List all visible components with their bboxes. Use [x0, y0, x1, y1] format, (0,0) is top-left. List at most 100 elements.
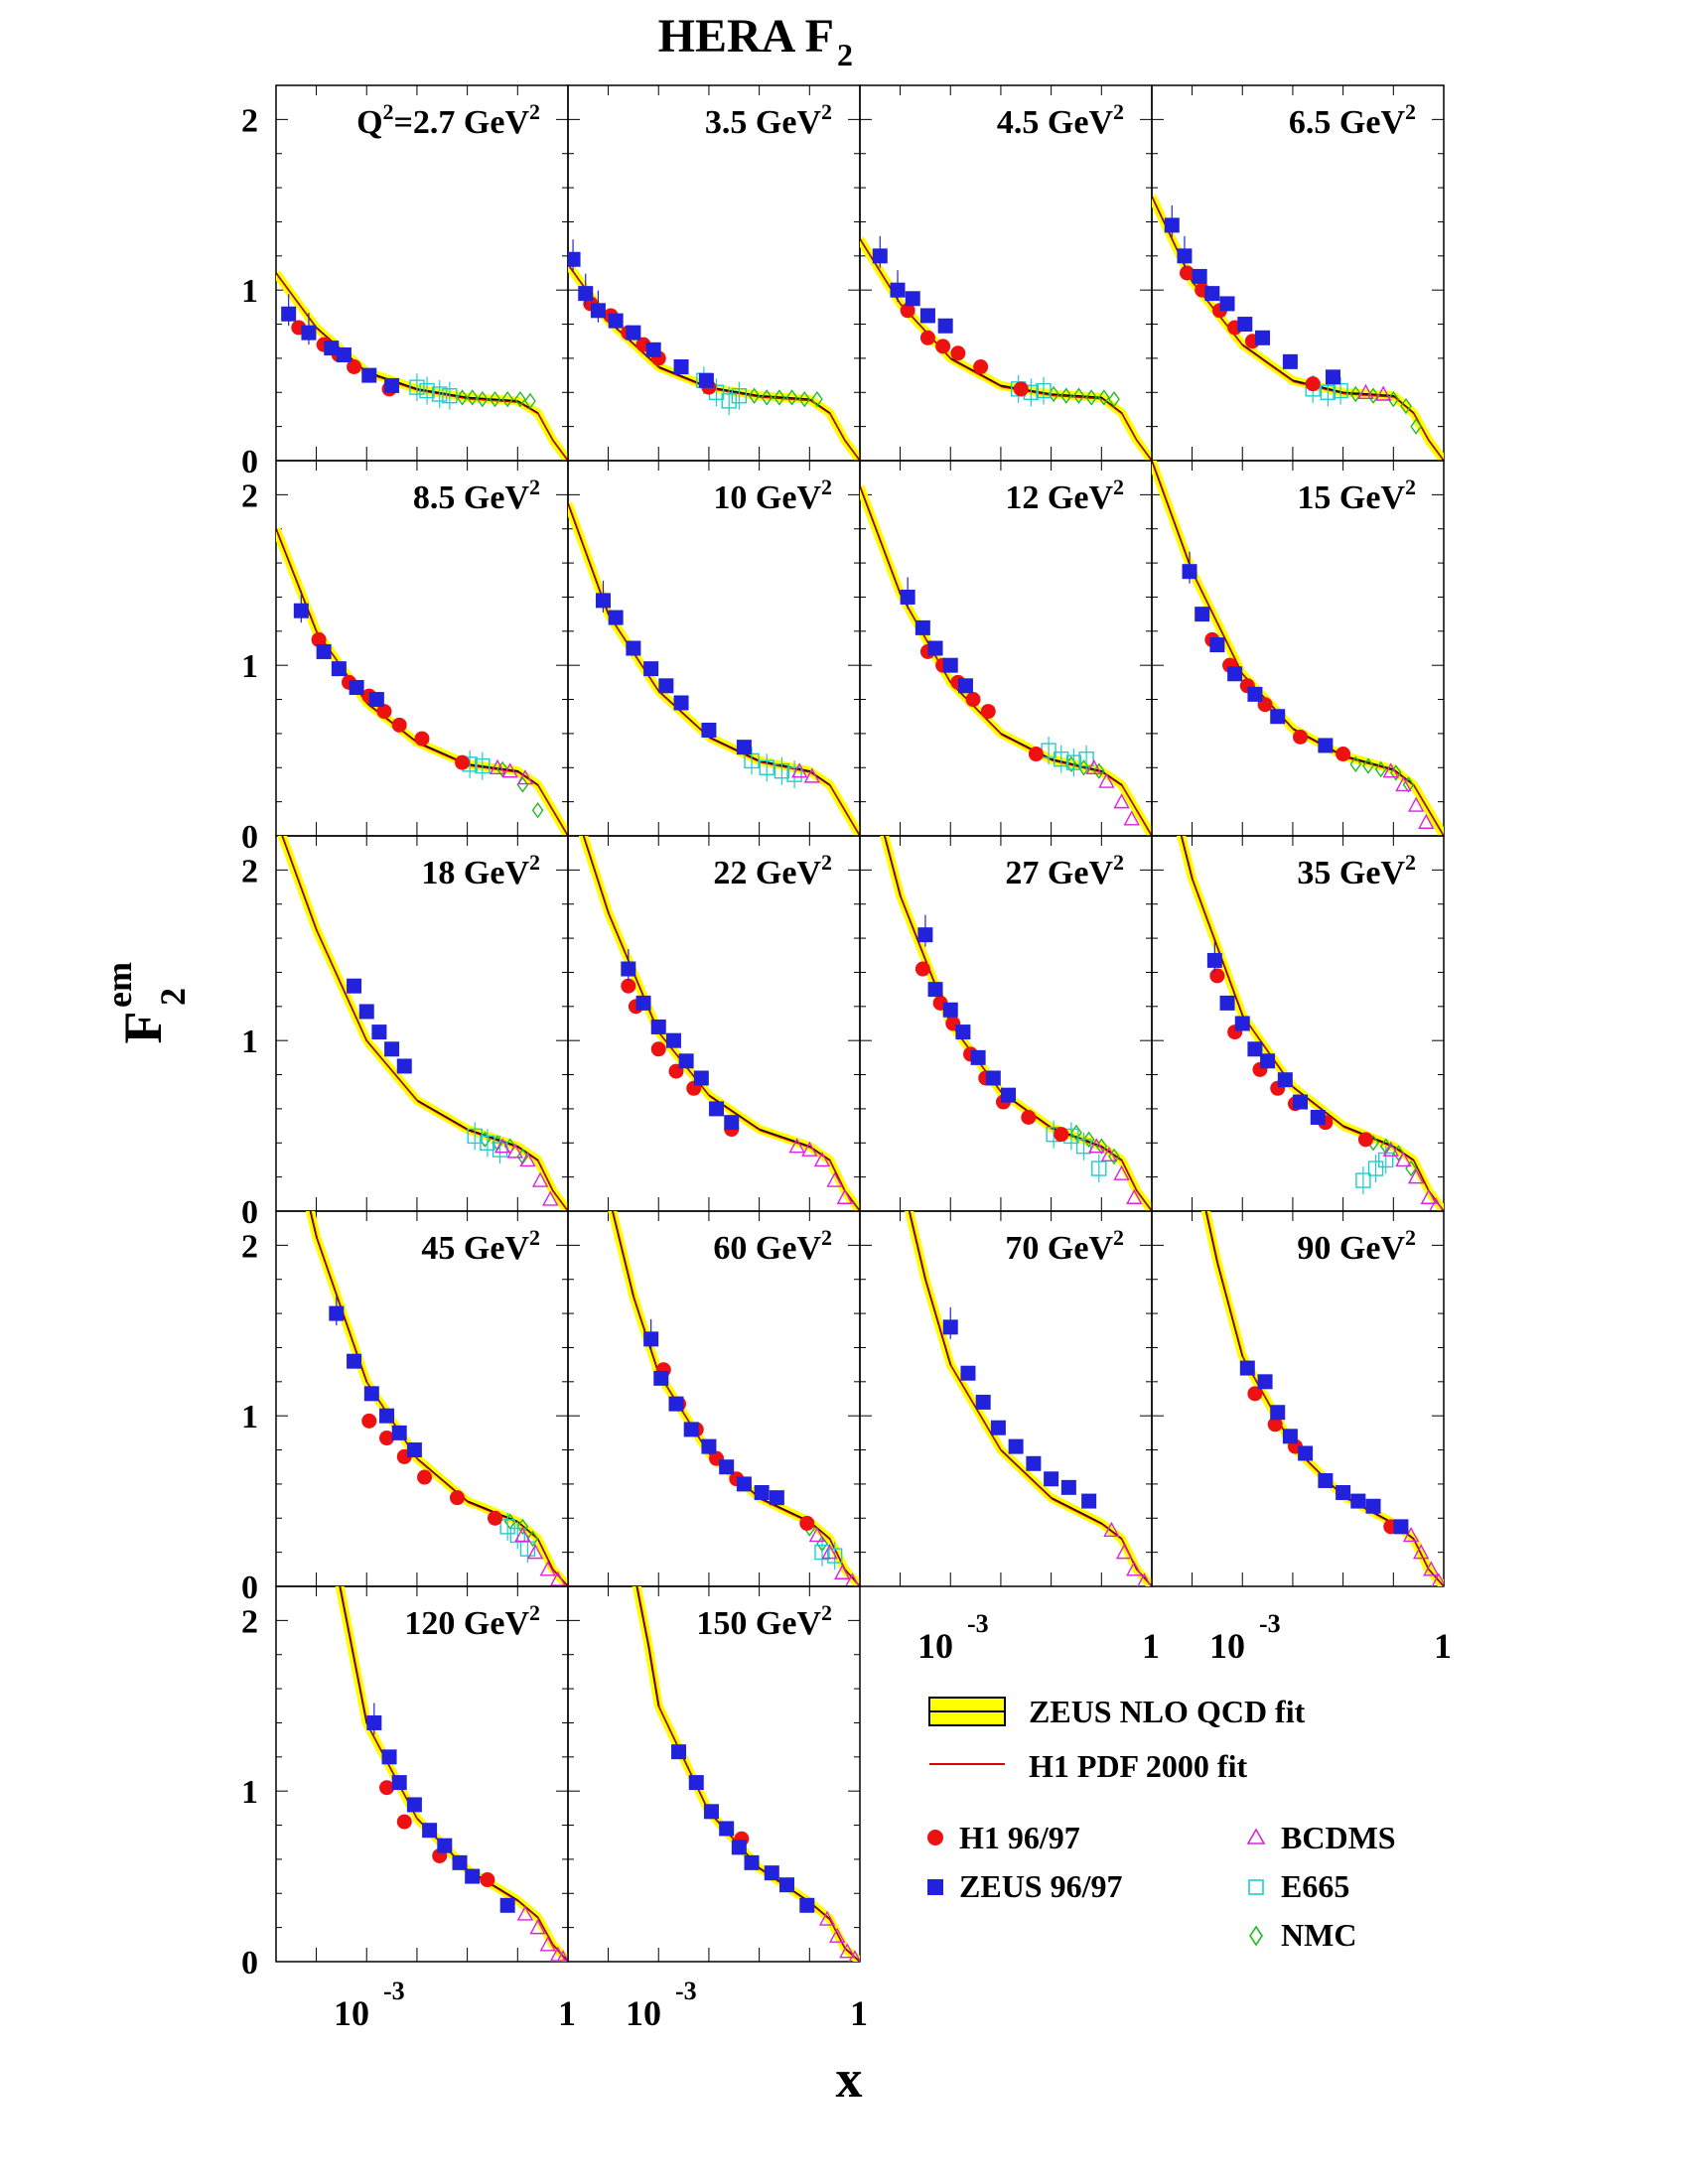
zeus-point	[422, 1823, 438, 1839]
h1-point	[1305, 376, 1321, 392]
panel-plot-area	[632, 1586, 860, 1962]
panel-q2-label: 8.5 GeV2	[413, 475, 540, 516]
zeus-point	[872, 248, 888, 264]
h1-point	[650, 1041, 666, 1057]
x-axis-label: x	[836, 2049, 863, 2109]
zeus-point	[1239, 1360, 1255, 1376]
zeus-point	[744, 1854, 760, 1870]
zeus-point	[595, 593, 611, 609]
h1-point	[396, 1814, 412, 1830]
x-tick-label-exp: -3	[967, 1609, 989, 1638]
zeus-point	[914, 619, 930, 635]
zeus-point	[578, 286, 594, 302]
zeus-point	[1219, 995, 1235, 1011]
zeus-point	[1195, 607, 1210, 622]
h1-fit-line	[568, 265, 860, 461]
bcdms-point	[516, 769, 534, 785]
zeus-point	[568, 251, 581, 267]
panel-9: 012 18 GeV2	[241, 835, 569, 1231]
panel-13: 012 45 GeV2	[241, 1210, 569, 1606]
q2-unit-sup: 2	[821, 475, 832, 499]
bcdms-point	[803, 767, 821, 783]
panel-plot-area	[1177, 836, 1444, 1211]
bcdms-point	[829, 1927, 846, 1943]
nmc-point	[1374, 760, 1387, 778]
zeus-point	[693, 1070, 709, 1086]
legend: ZEUS NLO QCD fit H1 PDF 2000 fit H1 96/9…	[927, 1694, 1396, 1953]
zeus-point	[719, 1821, 735, 1837]
bcdms-point	[1137, 1572, 1152, 1586]
h1-point	[1209, 968, 1225, 984]
nmc-point	[466, 389, 479, 406]
zeus-point	[336, 346, 352, 362]
zeus-point	[900, 589, 915, 605]
zeus-point	[626, 640, 641, 656]
e665-point	[419, 382, 435, 399]
h1-point	[1054, 1127, 1069, 1143]
bcdms-point	[526, 1544, 544, 1560]
h1-fit-line	[636, 1586, 860, 1962]
zeus-point	[379, 1408, 395, 1424]
h1-point	[1247, 1386, 1263, 1402]
bcdms-point	[539, 1561, 556, 1576]
x-tick-label-one: 1	[558, 1993, 576, 2033]
h1-point	[361, 1413, 377, 1429]
bcdms-point	[1085, 758, 1102, 774]
bcdms-point	[834, 1564, 851, 1579]
panel-plot-area	[905, 1211, 1152, 1586]
y-tick-label: 0	[241, 1570, 258, 1606]
h1-fit-line	[583, 836, 860, 1211]
zeus-point	[769, 1490, 784, 1506]
zeus-point	[368, 692, 384, 708]
q2-unit-sup: 2	[529, 1225, 540, 1250]
zeus-point	[1336, 1485, 1351, 1500]
zeus-point	[645, 341, 661, 357]
panel-plot-area	[305, 1211, 568, 1586]
nmc-point	[1082, 1131, 1095, 1149]
q2-value: 35 GeV	[1297, 855, 1405, 891]
y-tick-label: 0	[241, 444, 258, 480]
x-tick-label-base: 10	[1209, 1626, 1245, 1666]
h1-point	[1267, 1417, 1283, 1433]
zeus-point	[1192, 268, 1207, 284]
panel-plot-area	[1152, 194, 1444, 461]
h1-fit-line	[1181, 836, 1444, 1211]
bcdms-point	[1126, 1188, 1143, 1204]
nmc-point	[785, 389, 798, 406]
x-tick-label-group: 10 -3 1	[917, 1609, 1160, 1666]
legend-nmc-label: NMC	[1281, 1917, 1356, 1953]
zeus-point	[635, 995, 651, 1011]
zeus-point	[799, 1897, 815, 1913]
bcdms-point	[506, 1143, 523, 1159]
zeus-point	[391, 1775, 407, 1791]
h1-point	[1357, 1132, 1373, 1148]
zeus-point	[653, 1370, 669, 1386]
e665-point	[1091, 1160, 1107, 1176]
y-tick-label: 2	[241, 1228, 258, 1265]
x-tick-label-one: 1	[1142, 1626, 1160, 1666]
x-tick-label-base: 10	[334, 1993, 369, 2033]
q2-unit-sup: 2	[821, 1225, 832, 1250]
y-tick-label: 1	[241, 273, 258, 310]
nmc-point	[1349, 385, 1362, 403]
zeus-point	[363, 1386, 379, 1402]
panel-plot-area	[568, 239, 860, 461]
panel-10: 22 GeV2	[567, 835, 861, 1212]
zeus-point	[1026, 1455, 1042, 1471]
h1-point	[311, 631, 327, 647]
q2-value: 60 GeV	[713, 1230, 821, 1267]
q2-prefix: Q	[356, 104, 382, 141]
y-axis-label-subscript: 2	[153, 988, 193, 1006]
bcdms-point	[1395, 1151, 1412, 1167]
e665-point	[721, 393, 737, 409]
zeus-point	[452, 1854, 468, 1870]
bcdms-point	[1402, 1526, 1420, 1543]
bcdms-point	[801, 1141, 818, 1157]
panel-1: 012 Q2=2.7 GeV2	[241, 84, 569, 480]
panel-q2-label: 27 GeV2	[1005, 850, 1124, 891]
panel-q2-label: 70 GeV2	[1005, 1225, 1124, 1267]
zeus-point	[1298, 1445, 1314, 1461]
h1-fit-line	[860, 239, 1152, 461]
q2-value: 70 GeV	[1005, 1230, 1113, 1267]
e665-point	[786, 766, 802, 782]
